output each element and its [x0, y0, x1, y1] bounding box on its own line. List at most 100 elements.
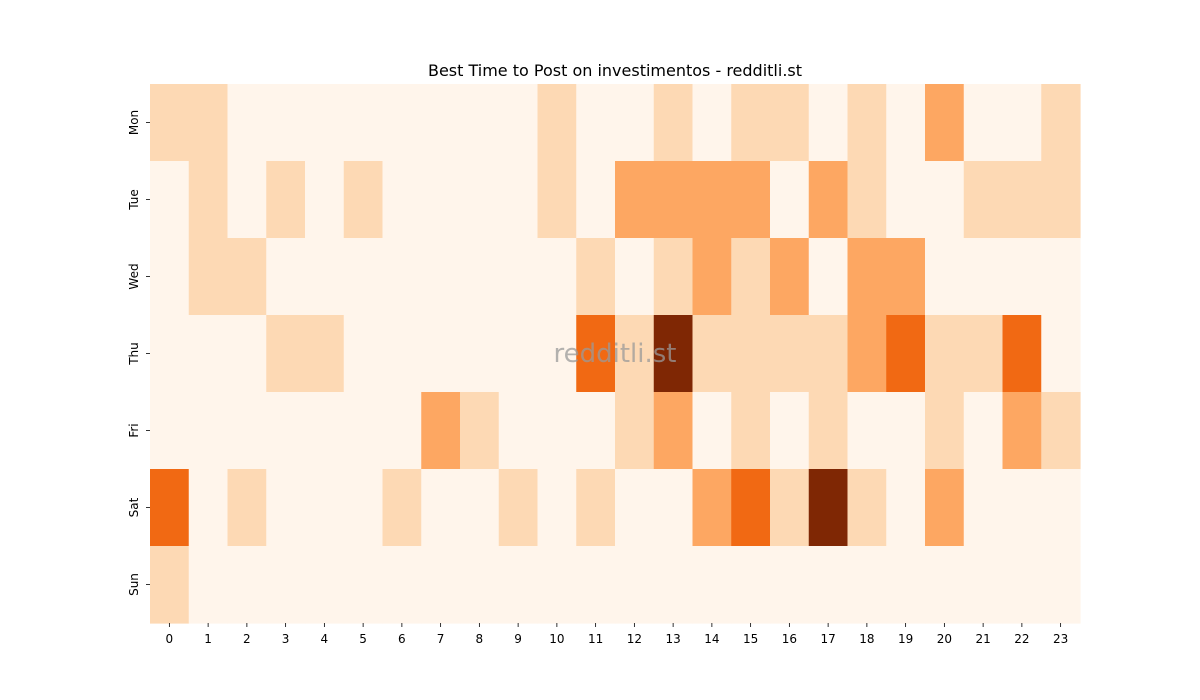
- heatmap-cell-sat-19: [886, 469, 926, 547]
- heatmap-cell-sun-17: [808, 546, 849, 624]
- heatmap-cell-sun-0: [150, 546, 190, 624]
- heatmap-cell-sat-20: [925, 469, 965, 547]
- y-tick-label-mon: Mon: [127, 110, 141, 135]
- x-tick-label-16: 16: [782, 632, 797, 646]
- heatmap-cell-mon-12: [615, 84, 655, 162]
- heatmap-cell-mon-20: [925, 84, 965, 162]
- heatmap-cell-sun-15: [731, 546, 771, 624]
- x-tick-label-19: 19: [898, 632, 913, 646]
- x-tick-label-15: 15: [743, 632, 758, 646]
- heatmap-cell-thu-18: [847, 315, 887, 393]
- heatmap-cell-wed-14: [692, 238, 732, 316]
- heatmap-cell-fri-16: [770, 392, 810, 470]
- y-axis: Mon Tue Wed Thu Fri Sat Sun: [127, 110, 150, 596]
- heatmap-cell-tue-10: [537, 161, 577, 239]
- heatmap-cell-mon-17: [808, 84, 849, 162]
- heatmap-cell-sun-9: [498, 546, 539, 624]
- heatmap-cell-sun-7: [421, 546, 461, 624]
- heatmap-cell-sun-19: [886, 546, 926, 624]
- heatmap-cell-tue-20: [925, 161, 965, 239]
- heatmap-cell-wed-2: [227, 238, 267, 316]
- heatmap-cell-thu-16: [770, 315, 810, 393]
- heatmap-cell-wed-15: [731, 238, 771, 316]
- heatmap-cell-fri-23: [1041, 392, 1081, 470]
- heatmap-cell-wed-20: [925, 238, 965, 316]
- heatmap-cell-sun-12: [615, 546, 655, 624]
- heatmap-cell-tue-12: [615, 161, 655, 239]
- heatmap-cell-thu-4: [305, 315, 345, 393]
- heatmap-cell-tue-1: [188, 161, 229, 239]
- heatmap-cell-fri-18: [847, 392, 887, 470]
- heatmap-cell-sat-8: [460, 469, 500, 547]
- heatmap-cell-thu-1: [188, 315, 229, 393]
- heatmap-cell-sun-5: [343, 546, 384, 624]
- x-tick-label-1: 1: [204, 632, 212, 646]
- heatmap-cell-mon-14: [692, 84, 732, 162]
- heatmap-cell-wed-22: [1002, 238, 1042, 316]
- x-tick-label-11: 11: [588, 632, 603, 646]
- heatmap-cell-sat-3: [266, 469, 306, 547]
- heatmap-cell-wed-10: [537, 238, 577, 316]
- x-axis: 0 1 2 3 4 5 6 7 8 9 10 11 12 13 14 15 16 17 18 19 20 21 22 23: [166, 623, 1068, 646]
- heatmap-cell-sat-21: [963, 469, 1004, 547]
- heatmap-cell-thu-11: [576, 315, 616, 393]
- heatmap-cell-wed-9: [498, 238, 539, 316]
- heatmap-cell-sat-11: [576, 469, 616, 547]
- heatmap-cell-mon-3: [266, 84, 306, 162]
- heatmap-cell-thu-14: [692, 315, 732, 393]
- heatmap-cell-tue-4: [305, 161, 345, 239]
- heatmap-cell-fri-0: [150, 392, 190, 470]
- heatmap-cell-mon-0: [150, 84, 190, 162]
- heatmap-cell-sat-6: [382, 469, 422, 547]
- x-tick-label-10: 10: [549, 632, 564, 646]
- heatmap-cell-tue-13: [653, 161, 694, 239]
- heatmap-cell-wed-12: [615, 238, 655, 316]
- heatmap-cell-sun-13: [653, 546, 694, 624]
- heatmap-cell-sun-8: [460, 546, 500, 624]
- heatmap-cell-wed-16: [770, 238, 810, 316]
- x-tick-label-17: 17: [820, 632, 835, 646]
- heatmap-cell-tue-16: [770, 161, 810, 239]
- heatmap-cell-fri-13: [653, 392, 694, 470]
- heatmap-cell-mon-16: [770, 84, 810, 162]
- heatmap-cell-tue-9: [498, 161, 539, 239]
- heatmap-cell-sat-22: [1002, 469, 1042, 547]
- heatmap-cell-mon-1: [188, 84, 229, 162]
- heatmap-cell-thu-12: [615, 315, 655, 393]
- heatmap-cell-sun-16: [770, 546, 810, 624]
- heatmap-cell-mon-11: [576, 84, 616, 162]
- heatmap-cell-sat-14: [692, 469, 732, 547]
- heatmap-cell-wed-11: [576, 238, 616, 316]
- heatmap-cell-sun-3: [266, 546, 306, 624]
- heatmap-cell-thu-17: [808, 315, 849, 393]
- x-tick-label-4: 4: [321, 632, 329, 646]
- heatmap-cell-mon-15: [731, 84, 771, 162]
- heatmap-cell-sat-16: [770, 469, 810, 547]
- heatmap-cell-tue-23: [1041, 161, 1081, 239]
- heatmap-cell-sun-4: [305, 546, 345, 624]
- heatmap-cell-thu-7: [421, 315, 461, 393]
- heatmap-cell-mon-4: [305, 84, 345, 162]
- heatmap-cell-sun-23: [1041, 546, 1081, 624]
- heatmap-cell-fri-6: [382, 392, 422, 470]
- chart-title: Best Time to Post on investimentos - red…: [428, 61, 802, 80]
- heatmap-cell-thu-0: [150, 315, 190, 393]
- heatmap-cell-fri-3: [266, 392, 306, 470]
- heatmap-cell-mon-5: [343, 84, 384, 162]
- heatmap-cell-tue-3: [266, 161, 306, 239]
- heatmap-cell-sun-18: [847, 546, 887, 624]
- heatmap-cell-wed-21: [963, 238, 1004, 316]
- x-tick-label-3: 3: [282, 632, 290, 646]
- heatmap-cell-fri-14: [692, 392, 732, 470]
- x-tick-label-2: 2: [243, 632, 251, 646]
- heatmap-cell-tue-5: [343, 161, 384, 239]
- heatmap-cell-wed-19: [886, 238, 926, 316]
- watermark: redditli.st: [554, 339, 677, 369]
- heatmap-cell-mon-6: [382, 84, 422, 162]
- heatmap-cell-thu-15: [731, 315, 771, 393]
- heatmap-cell-sat-13: [653, 469, 694, 547]
- heatmap-cell-thu-8: [460, 315, 500, 393]
- heatmap-cell-wed-0: [150, 238, 190, 316]
- heatmap-cell-sat-18: [847, 469, 887, 547]
